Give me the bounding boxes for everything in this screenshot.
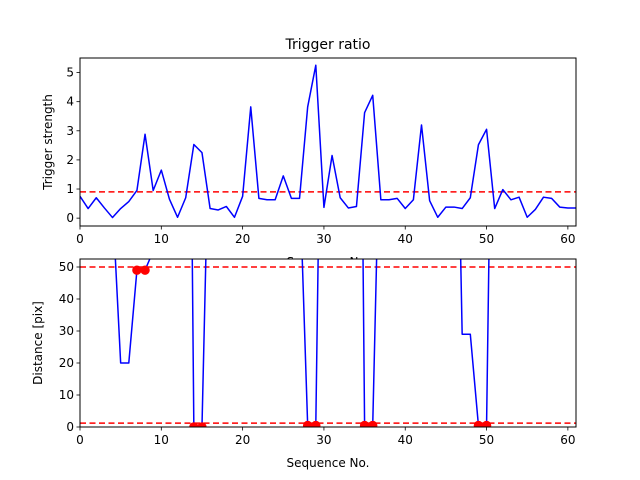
y-axis-label: Distance [pix]	[31, 301, 45, 385]
data-point	[368, 420, 378, 427]
x-tick-label: 10	[154, 232, 169, 246]
x-tick-label: 40	[398, 232, 413, 246]
y-tick-label: 40	[59, 292, 74, 306]
series-line	[80, 64, 576, 219]
plot-background	[80, 259, 576, 427]
chart-title: Trigger ratio	[284, 37, 370, 53]
x-tick-label: 20	[235, 433, 250, 447]
x-axis-label: Sequence No.	[287, 456, 370, 470]
axes-frame	[79, 258, 577, 428]
y-tick-label: 5	[66, 66, 74, 80]
plot-area: 0 10 20 30 40 50 60 0 10 20 30 40 50	[59, 258, 577, 447]
y-tick-label: 0	[66, 211, 74, 225]
y-tick-label: 20	[59, 356, 74, 370]
axes-frame	[79, 57, 577, 227]
x-tick-label: 0	[76, 433, 84, 447]
y-tick-label: 10	[59, 388, 74, 402]
plot-content	[80, 64, 576, 219]
y-tick-label: 2	[66, 153, 74, 167]
data-point	[132, 265, 142, 275]
data-point	[311, 420, 321, 427]
x-tick-label: 30	[316, 232, 331, 246]
y-tick-label: 4	[66, 95, 74, 109]
x-tick-label: 40	[398, 433, 413, 447]
x-tick-label: 20	[235, 232, 250, 246]
y-tick-label: 1	[66, 182, 74, 196]
data-point	[481, 420, 492, 427]
chart-distance: 0 10 20 30 40 50 60 0 10 20 30 40 50 Sequence No. Di…	[31, 258, 577, 470]
x-tick-label: 60	[560, 232, 575, 246]
y-tick-label: 0	[66, 420, 74, 434]
x-tick-label: 50	[479, 433, 494, 447]
x-tick-label: 30	[316, 433, 331, 447]
x-tick-label: 10	[154, 433, 169, 447]
plot-area: 0 10 20 30 40 50 60 0 1 2 3 4 5	[66, 57, 577, 246]
data-point	[140, 265, 150, 275]
y-tick-label: 3	[66, 124, 74, 138]
x-tick-label: 60	[560, 433, 575, 447]
x-tick-label: 0	[76, 232, 84, 246]
y-axis-label: Trigger strength	[41, 94, 55, 191]
y-tick-label: 50	[59, 260, 74, 274]
y-tick-label: 30	[59, 324, 74, 338]
x-tick-label: 50	[479, 232, 494, 246]
plot-content	[80, 259, 576, 427]
